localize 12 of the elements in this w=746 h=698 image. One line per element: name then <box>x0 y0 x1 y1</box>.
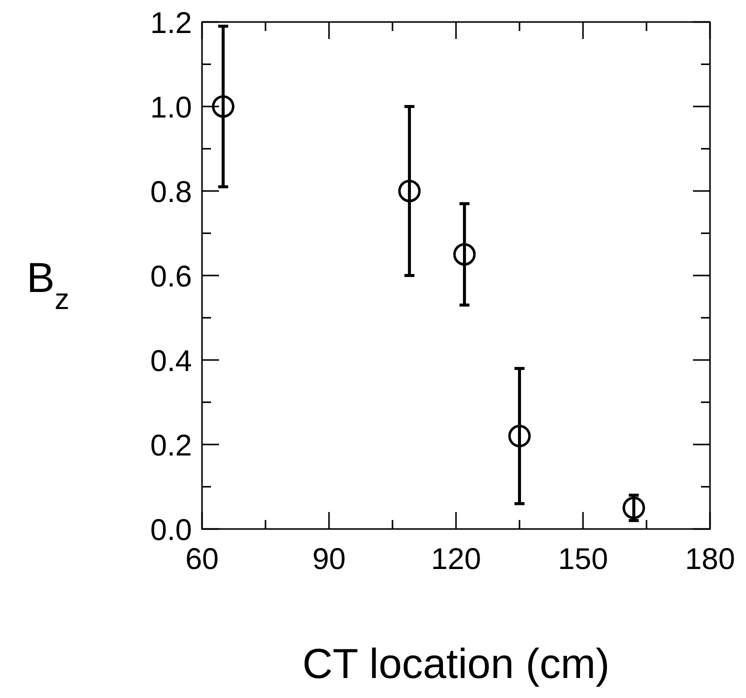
x-axis-title: CT location (cm) <box>302 640 610 687</box>
x-tick-label: 150 <box>558 543 608 576</box>
y-tick-label: 1.0 <box>150 92 192 124</box>
x-tick-label: 180 <box>684 543 736 576</box>
x-tick-label: 120 <box>430 543 482 576</box>
y-tick-label: 0.6 <box>150 260 192 294</box>
x-tick-label: 90 <box>312 543 346 576</box>
y-tick-label: 0.8 <box>150 176 192 209</box>
y-tick-label: 0.4 <box>150 345 192 378</box>
y-tick-label: 0.2 <box>150 430 192 462</box>
y-axis-title: B$_{z}$ <box>26 254 70 316</box>
y-tick-label: 1.2 <box>150 7 192 40</box>
